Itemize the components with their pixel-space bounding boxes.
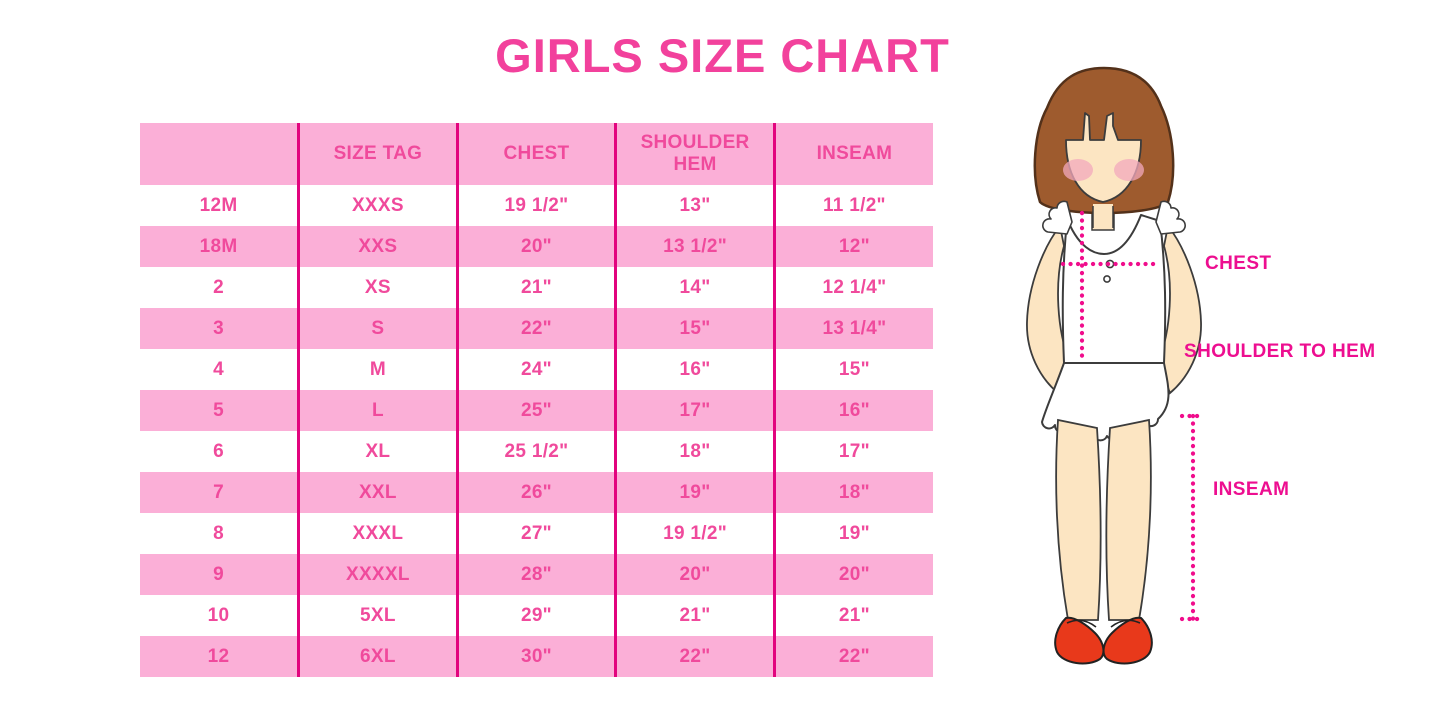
table-row: 10 5XL 29" 21" 21" <box>140 595 933 636</box>
table-row: 12 6XL 30" 22" 22" <box>140 636 933 677</box>
table-row: 5 L 25" 17" 16" <box>140 390 933 431</box>
size-cell: 10 <box>140 595 299 636</box>
inseam-cell: 12" <box>772 226 933 267</box>
table-row: 6 XL 25 1/2" 18" 17" <box>140 431 933 472</box>
chest-cell: 27" <box>455 513 616 554</box>
shoulder-hem-cell: 22" <box>614 636 775 677</box>
size-cell: 7 <box>140 472 299 513</box>
table-row: 3 S 22" 15" 13 1/4" <box>140 308 933 349</box>
table-row: 9 XXXXL 28" 20" 20" <box>140 554 933 595</box>
table-row: 7 XXL 26" 19" 18" <box>140 472 933 513</box>
neck-front <box>1093 204 1113 228</box>
size-tag-cell: 5XL <box>297 595 458 636</box>
tank-top <box>1061 214 1167 364</box>
chest-cell: 24" <box>455 349 616 390</box>
size-cell: 12M <box>140 185 299 226</box>
table-row: 2 XS 21" 14" 12 1/4" <box>140 267 933 308</box>
table-row: 18M XXS 20" 13 1/2" 12" <box>140 226 933 267</box>
chest-cell: 25 1/2" <box>455 431 616 472</box>
table-body: 12M XXXS 19 1/2" 13" 11 1/2" 18M XXS 20" 13 1/2"… <box>140 185 933 677</box>
shoulder-hem-cell: 17" <box>614 390 775 431</box>
inseam-cell: 22" <box>772 636 933 677</box>
header-cell: CHEST <box>455 123 616 185</box>
table-row: 12M XXXS 19 1/2" 13" 11 1/2" <box>140 185 933 226</box>
header-cell <box>140 123 299 185</box>
size-cell: 6 <box>140 431 299 472</box>
shoulder-ruffles <box>1042 200 1186 235</box>
girl-illustration-svg <box>1026 66 1207 665</box>
chest-cell: 19 1/2" <box>455 185 616 226</box>
inseam-cell: 17" <box>772 431 933 472</box>
header-cell: INSEAM <box>772 123 933 185</box>
header-cell: SIZE TAG <box>297 123 458 185</box>
size-cell: 9 <box>140 554 299 595</box>
shoes <box>1054 616 1153 665</box>
girl-illustration <box>1000 60 1420 690</box>
shoulder-hem-cell: 19 1/2" <box>614 513 775 554</box>
table-header: SIZE TAG CHEST SHOULDER HEM INSEAM <box>140 123 933 185</box>
inseam-cell: 12 1/4" <box>772 267 933 308</box>
size-cell: 5 <box>140 390 299 431</box>
shoulder-hem-cell: 16" <box>614 349 775 390</box>
shoulder-hem-cell: 19" <box>614 472 775 513</box>
chest-cell: 26" <box>455 472 616 513</box>
shoulder-hem-cell: 15" <box>614 308 775 349</box>
blush <box>1063 159 1144 181</box>
size-chart-table: SIZE TAG CHEST SHOULDER HEM INSEAM 12M XXXS 1… <box>140 123 933 677</box>
inseam-cell: 11 1/2" <box>772 185 933 226</box>
page-title: GIRLS SIZE CHART <box>495 29 950 82</box>
size-tag-cell: XXXXL <box>297 554 458 595</box>
neck-outline <box>1092 206 1114 228</box>
size-cell: 12 <box>140 636 299 677</box>
size-tag-cell: XXXS <box>297 185 458 226</box>
shoulder-hem-cell: 14" <box>614 267 775 308</box>
size-tag-cell: XXXL <box>297 513 458 554</box>
shoulder-hem-cell: 13 1/2" <box>614 226 775 267</box>
chest-cell: 28" <box>455 554 616 595</box>
shoulder-hem-cell: 21" <box>614 595 775 636</box>
size-tag-cell: 6XL <box>297 636 458 677</box>
size-cell: 18M <box>140 226 299 267</box>
table-row: 8 XXXL 27" 19 1/2" 19" <box>140 513 933 554</box>
header-cell: SHOULDER HEM <box>614 123 775 185</box>
chest-label: CHEST <box>1205 253 1272 274</box>
table-header-row: SIZE TAG CHEST SHOULDER HEM INSEAM <box>140 123 933 185</box>
size-tag-cell: XL <box>297 431 458 472</box>
inseam-cell: 20" <box>772 554 933 595</box>
shoulder-hem-cell: 18" <box>614 431 775 472</box>
shoulder-hem-cell: 13" <box>614 185 775 226</box>
inseam-cell: 21" <box>772 595 933 636</box>
size-cell: 3 <box>140 308 299 349</box>
size-tag-cell: XS <box>297 267 458 308</box>
size-cell: 8 <box>140 513 299 554</box>
chest-cell: 30" <box>455 636 616 677</box>
size-tag-cell: S <box>297 308 458 349</box>
size-tag-cell: L <box>297 390 458 431</box>
size-tag-cell: M <box>297 349 458 390</box>
chest-cell: 21" <box>455 267 616 308</box>
inseam-cell: 15" <box>772 349 933 390</box>
arms <box>1026 223 1202 395</box>
legs <box>1055 418 1152 621</box>
inseam-cell: 16" <box>772 390 933 431</box>
size-cell: 2 <box>140 267 299 308</box>
chest-cell: 20" <box>455 226 616 267</box>
inseam-cell: 19" <box>772 513 933 554</box>
table-row: 4 M 24" 16" 15" <box>140 349 933 390</box>
shoulder-hem-cell: 20" <box>614 554 775 595</box>
inseam-cell: 18" <box>772 472 933 513</box>
size-tag-cell: XXL <box>297 472 458 513</box>
inseam-label: INSEAM <box>1213 479 1290 500</box>
chest-cell: 29" <box>455 595 616 636</box>
inseam-cell: 13 1/4" <box>772 308 933 349</box>
chest-cell: 25" <box>455 390 616 431</box>
size-cell: 4 <box>140 349 299 390</box>
shoulder-to-hem-label: SHOULDER TO HEM <box>1184 341 1376 362</box>
size-tag-cell: XXS <box>297 226 458 267</box>
chest-cell: 22" <box>455 308 616 349</box>
